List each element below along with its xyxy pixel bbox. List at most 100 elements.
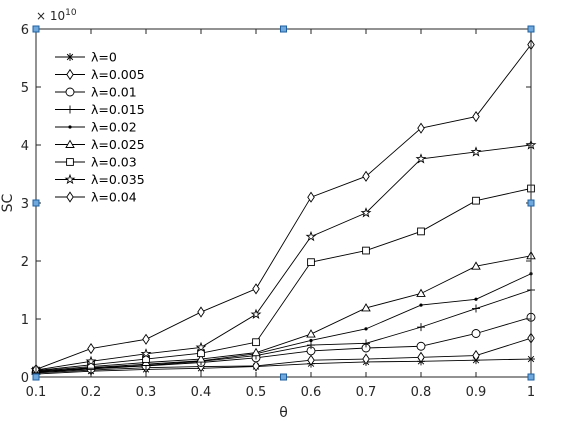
triangle-marker (196, 354, 206, 363)
diamond-marker (472, 110, 480, 123)
x-axis-label: θ (279, 405, 288, 421)
triangle-marker (306, 329, 316, 338)
marker-shape (64, 173, 76, 185)
marker-shape (417, 227, 425, 236)
legend-label: λ=0.035 (91, 172, 145, 187)
legend-label: λ=0.01 (91, 85, 137, 100)
marker-shape (250, 308, 262, 319)
plus-marker (472, 304, 480, 313)
marker-shape (362, 353, 370, 365)
triangle-marker (416, 288, 426, 297)
series-line (35, 144, 532, 371)
diamond-marker (417, 351, 425, 363)
dot-marker (309, 338, 313, 343)
y-axis-label: SC (0, 193, 16, 212)
plus-marker (362, 339, 370, 348)
series-line (35, 44, 532, 370)
y-tick-label: 4 (21, 139, 29, 154)
series-line (35, 316, 532, 373)
marker-shape (252, 283, 260, 295)
diamond-marker (142, 333, 150, 345)
selection-handle (32, 199, 40, 207)
marker-shape (252, 338, 260, 347)
marker-shape (362, 246, 370, 255)
selection-handle (280, 25, 287, 33)
marker-shape (197, 349, 205, 358)
triangle-marker (251, 347, 261, 357)
diamond-marker (472, 349, 480, 362)
legend-label: λ=0.03 (91, 155, 137, 170)
y-exponent-base: × 10 (36, 9, 65, 23)
marker-shape (309, 338, 313, 343)
diamond-marker (252, 360, 260, 372)
y-exponent-power: 10 (65, 8, 77, 18)
x-tick-label: 0.1 (26, 385, 47, 400)
legend-entry: λ=0.035 (55, 172, 145, 187)
series-line (35, 358, 532, 375)
square-marker (307, 258, 315, 267)
square-marker (417, 227, 425, 236)
marker-shape (362, 170, 370, 182)
marker-shape (364, 327, 368, 331)
marker-shape (66, 191, 74, 203)
diamond-marker (362, 353, 370, 365)
dot-marker (68, 125, 72, 129)
square-marker (252, 338, 260, 347)
marker-shape (140, 348, 152, 359)
marker-shape (470, 146, 482, 157)
y-tick-label: 5 (21, 81, 29, 96)
x-tick-label: 0.7 (356, 385, 377, 400)
square-marker (197, 349, 205, 358)
series-line (35, 289, 532, 373)
marker-shape (195, 341, 207, 353)
y-tick-label: 1 (21, 313, 29, 328)
marker-stroke (66, 53, 74, 61)
marker-shape (66, 158, 74, 166)
marker-shape (416, 288, 426, 297)
marker-shape (417, 351, 425, 363)
marker-shape (474, 297, 478, 301)
legend-label: λ=0 (91, 50, 117, 65)
series-line (35, 337, 532, 374)
legend-label: λ=0.005 (91, 67, 145, 82)
star-marker (195, 341, 207, 353)
star-marker (140, 348, 152, 359)
triangle-marker (471, 261, 481, 270)
star-marker (85, 355, 97, 366)
diamond-marker (362, 170, 370, 182)
legend: λ=0 λ=0.005 λ=0.01 λ=0.015 λ=0.02 λ=0.025 λ=0.… (55, 50, 145, 205)
marker-shape (65, 139, 75, 148)
marker-shape (87, 342, 95, 355)
plot-area (36, 29, 531, 377)
series-8 (32, 39, 535, 376)
marker-shape (361, 303, 371, 312)
star-marker (415, 153, 427, 164)
circle-marker (471, 329, 481, 338)
marker-shape (472, 196, 480, 205)
marker-shape (85, 355, 97, 366)
marker-shape (472, 349, 480, 362)
x-tick-label: 0.3 (136, 385, 157, 400)
selection-handle (32, 25, 40, 33)
marker-shape (471, 261, 481, 270)
marker-shape (306, 329, 316, 338)
circle-marker (65, 87, 75, 97)
marker-shape (472, 110, 480, 123)
plus-marker (307, 341, 315, 350)
square-marker (472, 196, 480, 205)
marker-shape (252, 360, 260, 372)
x-tick-label: 1 (527, 385, 535, 400)
diamond-marker (197, 306, 205, 318)
marker-shape (416, 341, 426, 351)
legend-entry: λ=0.015 (55, 102, 145, 117)
diamond-marker (66, 191, 74, 203)
x-tick-label: 0.2 (81, 385, 102, 400)
dot-marker (474, 297, 478, 301)
marker-shape (305, 230, 317, 242)
marker-shape (196, 354, 206, 363)
legend-label: λ=0.02 (91, 120, 137, 135)
x-tick-label: 0.8 (411, 385, 432, 400)
legend-entry: λ=0.005 (55, 67, 145, 82)
legend-entry: λ=0.01 (55, 85, 137, 100)
